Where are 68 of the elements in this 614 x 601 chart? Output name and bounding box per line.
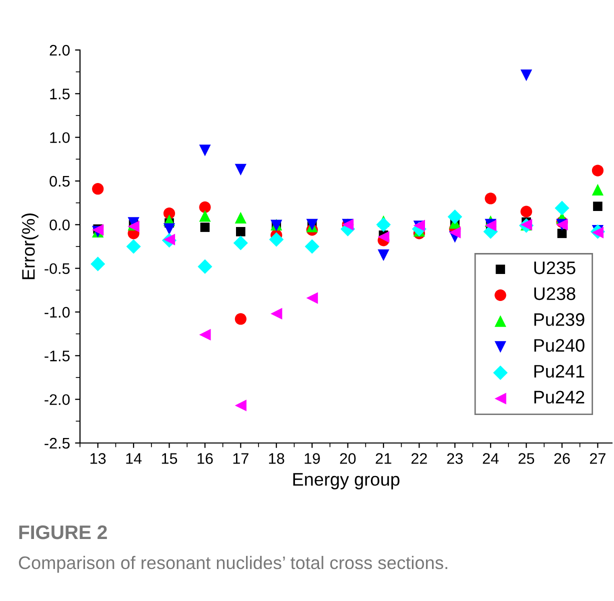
y-axis-title: Error(%) [22,214,38,280]
point [593,202,602,211]
y-tick-label: -1.5 [44,350,70,362]
x-tick-label: 19 [304,453,320,464]
x-tick-label: 23 [447,453,463,464]
point [199,328,211,341]
point [92,183,104,195]
point [234,164,246,176]
x-axis-title: Energy group [293,473,400,490]
y-tick-label: 0.5 [50,176,70,187]
x-tick-label: 20 [340,453,356,464]
point [163,223,176,235]
point [234,212,246,224]
point [199,210,211,222]
point [520,70,532,82]
x-tick-label: 18 [269,453,284,464]
legend-label: U235 [534,261,576,274]
y-tick-label: 2.0 [50,44,70,56]
y-tick-label: -2.5 [44,438,70,449]
point [378,231,390,243]
y-tick-label: -0.5 [44,263,70,274]
point [198,259,212,274]
point [199,201,211,214]
legend-label: Pu242 [534,390,584,404]
legend-label: Pu239 [534,313,584,326]
legend-label: Pu241 [534,364,584,378]
point [304,239,320,254]
point [376,217,391,232]
x-tick-label: 17 [233,453,248,464]
y-tick-label: -2.0 [44,394,70,406]
x-tick-label: 24 [482,453,499,464]
point [126,239,141,254]
x-tick-label: 25 [518,453,534,464]
x-tick-label: 27 [590,453,606,464]
legend-label: U238 [534,287,576,300]
text: Comparison of resonant nuclides’ total cross sections. [18,556,448,573]
y-tick-label: 0.0 [50,220,70,230]
point [592,184,604,196]
point [592,164,604,176]
caption: FIGURE 2 [19,525,107,540]
point [234,400,246,412]
point [90,256,106,272]
point [306,292,318,304]
point [449,226,461,238]
x-tick-label: 15 [162,453,178,464]
y-tick-label: 1.0 [50,132,70,144]
point [520,206,532,218]
point [484,192,496,204]
point [234,313,246,325]
point [269,232,284,247]
point [270,308,282,320]
point [378,249,390,262]
y-tick-label: 1.5 [50,88,70,100]
point [199,144,211,156]
x-tick-label: 14 [126,453,142,464]
legend-label: Pu240 [534,339,584,352]
x-tick-label: 21 [376,453,392,464]
point [448,210,462,224]
x-tick-label: 16 [198,453,213,464]
point [233,236,248,250]
x-tick-label: 13 [90,453,106,464]
x-tick-label: 22 [411,453,427,464]
point [554,200,570,216]
x-tick-label: 26 [554,453,570,464]
y-tick-label: -1.0 [44,306,70,318]
point [200,222,210,232]
point [236,226,246,236]
point [557,228,567,238]
